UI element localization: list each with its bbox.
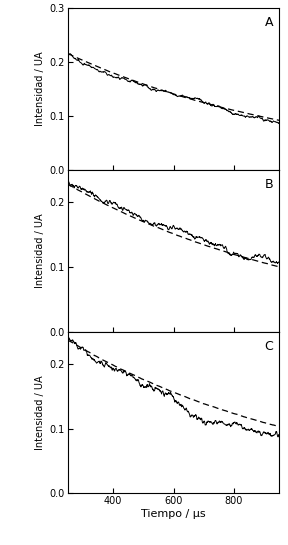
Text: B: B [264, 178, 273, 191]
Y-axis label: Intensidad / UA: Intensidad / UA [35, 375, 46, 450]
Y-axis label: Intensidad / UA: Intensidad / UA [35, 214, 46, 288]
X-axis label: Tiempo / μs: Tiempo / μs [141, 509, 206, 519]
Text: A: A [264, 16, 273, 29]
Y-axis label: Intensidad / UA: Intensidad / UA [35, 52, 46, 126]
Text: C: C [264, 340, 273, 353]
